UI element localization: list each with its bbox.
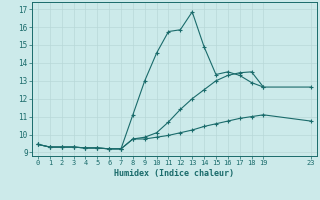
X-axis label: Humidex (Indice chaleur): Humidex (Indice chaleur): [115, 169, 234, 178]
